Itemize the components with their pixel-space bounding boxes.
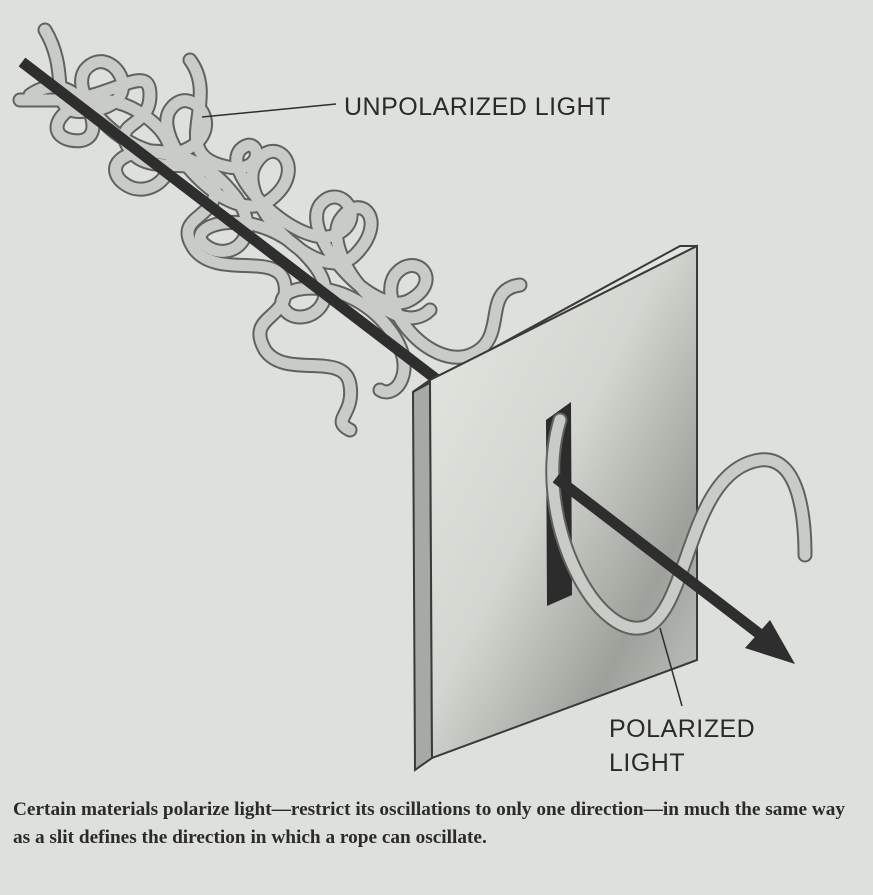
unpolarized-leader xyxy=(201,103,337,118)
arrow-head xyxy=(745,620,795,664)
unpolarized-light-label: UNPOLARIZED LIGHT xyxy=(344,93,611,121)
polarized-light-label: POLARIZED LIGHT xyxy=(609,712,755,780)
outgoing-beam xyxy=(552,473,774,647)
incoming-beam xyxy=(18,57,444,387)
polarized-leader xyxy=(659,627,683,707)
figure-caption: Certain materials polarize light—restric… xyxy=(13,799,846,848)
polarized-label-line1: POLARIZED xyxy=(609,715,756,743)
unpolarized-ribbons xyxy=(12,22,528,438)
polarized-label-line2: LIGHT xyxy=(609,749,686,777)
